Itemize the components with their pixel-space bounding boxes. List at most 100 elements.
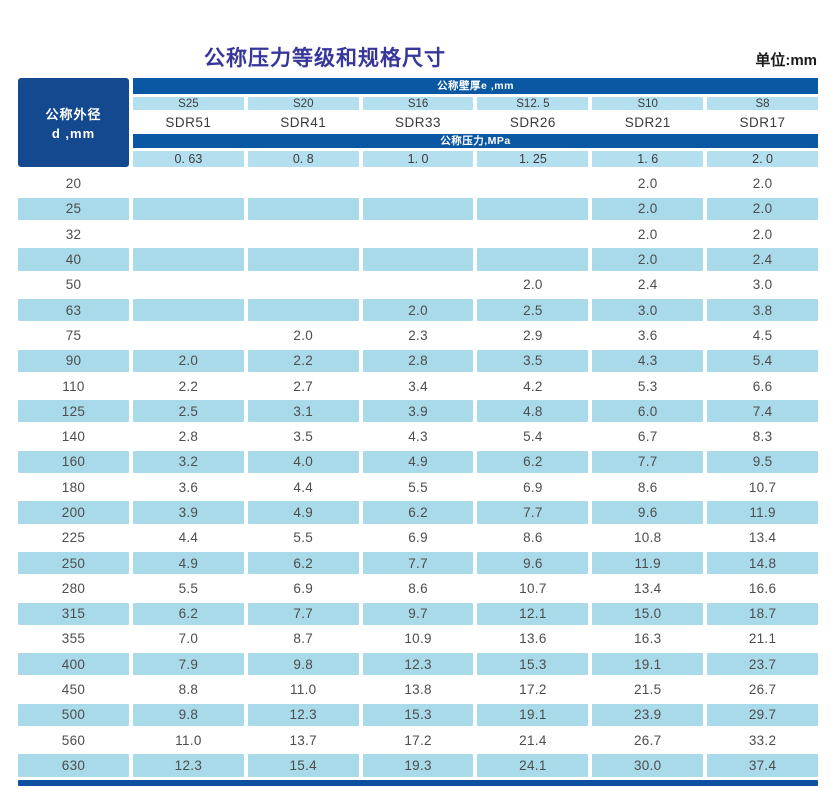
pressure-value-cell: 0. 63 [133, 151, 244, 167]
thickness-cell [362, 197, 474, 221]
thickness-cell: 8.6 [408, 580, 428, 596]
thickness-cell: 10.7 [748, 479, 777, 495]
corner-header-line1: 公称外径 [45, 107, 102, 122]
pressure-value-cell: 1. 0 [362, 151, 474, 167]
thickness-cell: 19.1 [477, 703, 589, 727]
thickness-cell: 6.2 [477, 450, 589, 474]
thickness-cell: 6.6 [752, 378, 773, 394]
thickness-cell: 2.2 [178, 378, 199, 394]
thickness-cell [133, 173, 244, 195]
thickness-cell: 2.0 [293, 327, 314, 343]
thickness-cell: 11.9 [592, 551, 704, 575]
thickness-cell: 5.4 [707, 349, 818, 372]
thickness-cell: 2.8 [178, 429, 199, 445]
thickness-cell: 6.7 [637, 429, 658, 445]
thickness-cell: 13.6 [519, 631, 547, 647]
table-row: 630 12.3 15.4 19.3 24.1 30.0 37.4 [18, 753, 818, 778]
diameter-cell: 315 [18, 602, 129, 625]
table-header-right: 公称壁厚e ,mm S25 S20 S16 S12. 5 S10 S8 SDR51 SDR4… [133, 78, 818, 167]
diameter-cell: 140 [61, 429, 86, 445]
diameter-cell: 500 [18, 703, 129, 727]
thickness-cell: 6.0 [592, 400, 704, 423]
thickness-cell: 6.9 [293, 580, 314, 596]
diameter-cell: 32 [65, 226, 82, 242]
thickness-cell [133, 248, 244, 271]
thickness-cell: 4.4 [293, 479, 314, 495]
table-row: 140 2.8 3.5 4.3 5.4 6.7 8.3 [18, 424, 818, 449]
thickness-cell: 4.8 [477, 400, 589, 423]
thickness-cell: 2.0 [637, 176, 658, 192]
table-row: 20 2.0 2.0 [18, 171, 818, 196]
table-row: 90 2.0 2.2 2.8 3.5 4.3 5.4 [18, 348, 818, 373]
thickness-cell: 2.7 [293, 378, 314, 394]
thickness-cell: 6.9 [523, 479, 543, 495]
series-label-cell: S12. 5 [477, 97, 589, 110]
thickness-cell: 3.8 [707, 298, 818, 322]
thickness-cell: 4.4 [178, 530, 199, 546]
thickness-cell: 7.0 [178, 631, 199, 647]
table-row: 40 2.0 2.4 [18, 247, 818, 272]
table-row: 450 8.8 11.0 13.8 17.2 21.5 26.7 [18, 677, 818, 702]
thickness-cell: 2.0 [362, 298, 474, 322]
sdr-label-cell: SDR17 [707, 110, 818, 134]
diameter-cell: 50 [65, 277, 82, 293]
pressure-header: 公称压力,MPa [133, 134, 818, 148]
diameter-cell: 280 [61, 580, 86, 596]
page-title: 公称压力等级和规格尺寸 [204, 47, 446, 70]
table-row: 355 7.0 8.7 10.9 13.6 16.3 21.1 [18, 626, 818, 651]
table-header: 公称外径 d ,mm 公称壁厚e ,mm S25 S20 S16 S12. 5 S10 S… [18, 78, 818, 167]
thickness-cell: 3.5 [477, 349, 589, 372]
thickness-cell: 9.6 [592, 501, 704, 524]
table-row: 180 3.6 4.4 5.5 6.9 8.6 10.7 [18, 475, 818, 500]
table-row: 280 5.5 6.9 8.6 10.7 13.4 16.6 [18, 576, 818, 601]
thickness-cell: 6.2 [133, 602, 244, 625]
thickness-cell: 24.1 [477, 754, 589, 777]
table-row: 32 2.0 2.0 [18, 222, 818, 247]
thickness-cell [477, 248, 589, 271]
thickness-cell: 10.7 [519, 580, 547, 596]
table-row: 225 4.4 5.5 6.9 8.6 10.8 13.4 [18, 525, 818, 550]
thickness-cell: 13.4 [633, 580, 662, 596]
thickness-cell: 12.3 [247, 703, 359, 727]
thickness-cell: 3.4 [408, 378, 428, 394]
thickness-cell [363, 223, 474, 245]
thickness-cell: 2.0 [523, 277, 543, 293]
diameter-cell: 200 [18, 501, 129, 524]
diameter-cell: 180 [61, 479, 86, 495]
thickness-cell: 3.6 [637, 327, 658, 343]
thickness-cell: 3.6 [178, 479, 199, 495]
thickness-cell [133, 223, 244, 245]
series-label-cell: S25 [133, 97, 244, 110]
table-row: 560 11.0 13.7 17.2 21.4 26.7 33.2 [18, 728, 818, 753]
thickness-cell: 7.9 [133, 653, 244, 676]
thickness-cell: 9.7 [362, 602, 474, 625]
thickness-cell: 2.4 [707, 248, 818, 271]
thickness-cell: 3.0 [752, 277, 773, 293]
thickness-cell: 2.5 [477, 298, 589, 322]
table-row: 160 3.2 4.0 4.9 6.2 7.7 9.5 [18, 449, 818, 474]
thickness-cell: 2.0 [592, 248, 704, 271]
sdr-label-cell: SDR21 [592, 110, 704, 134]
table-row: 50 2.0 2.4 3.0 [18, 272, 818, 297]
thickness-cell: 8.7 [293, 631, 314, 647]
diameter-cell: 630 [18, 754, 129, 777]
corner-header-line2: d ,mm [51, 126, 96, 141]
thickness-cell: 8.6 [523, 530, 543, 546]
thickness-cell: 10.8 [633, 530, 662, 546]
thickness-cell: 15.3 [477, 653, 589, 676]
thickness-cell: 21.4 [519, 732, 547, 748]
thickness-cell: 14.8 [707, 551, 818, 575]
thickness-cell: 5.5 [293, 530, 314, 546]
thickness-cell: 9.8 [133, 703, 244, 727]
thickness-cell: 11.0 [290, 682, 317, 698]
table-row: 315 6.2 7.7 9.7 12.1 15.0 18.7 [18, 601, 818, 626]
thickness-cell [477, 223, 588, 245]
thickness-cell: 9.8 [247, 653, 359, 676]
thickness-cell: 5.4 [523, 429, 543, 445]
thickness-cell: 23.7 [707, 653, 818, 676]
thickness-cell: 16.6 [748, 580, 777, 596]
thickness-cell [133, 298, 244, 322]
thickness-cell: 16.3 [633, 631, 662, 647]
thickness-cell: 2.0 [592, 197, 704, 221]
thickness-cell: 13.8 [404, 682, 432, 698]
